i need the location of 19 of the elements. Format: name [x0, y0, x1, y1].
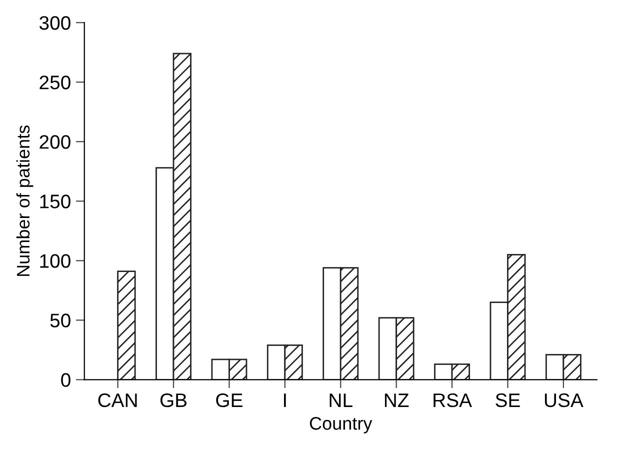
y-tick-label: 100: [40, 254, 70, 268]
x-tick-label: NZ: [384, 394, 409, 407]
x-tick-label: NL: [330, 394, 352, 407]
x-axis-title: Country: [310, 417, 372, 434]
y-tick-label: 200: [40, 135, 70, 149]
y-axis-title: Number of patients: [16, 126, 34, 276]
y-tick-label: 250: [40, 76, 70, 90]
y-tick-label: 0: [61, 373, 70, 387]
x-tick-label: I: [284, 394, 286, 407]
x-tick-label: CAN: [98, 393, 137, 408]
x-tick-label: USA: [544, 393, 584, 408]
x-tick-label: RSA: [434, 393, 472, 408]
bar: [117, 270, 136, 380]
y-tick-label: 300: [39, 16, 70, 30]
x-tick-label: GB: [160, 393, 187, 408]
y-tick-label: 150: [40, 194, 70, 208]
x-tick-label: GE: [216, 393, 242, 408]
y-tick-label: 50: [50, 314, 70, 328]
x-tick-label: SE: [496, 393, 520, 408]
